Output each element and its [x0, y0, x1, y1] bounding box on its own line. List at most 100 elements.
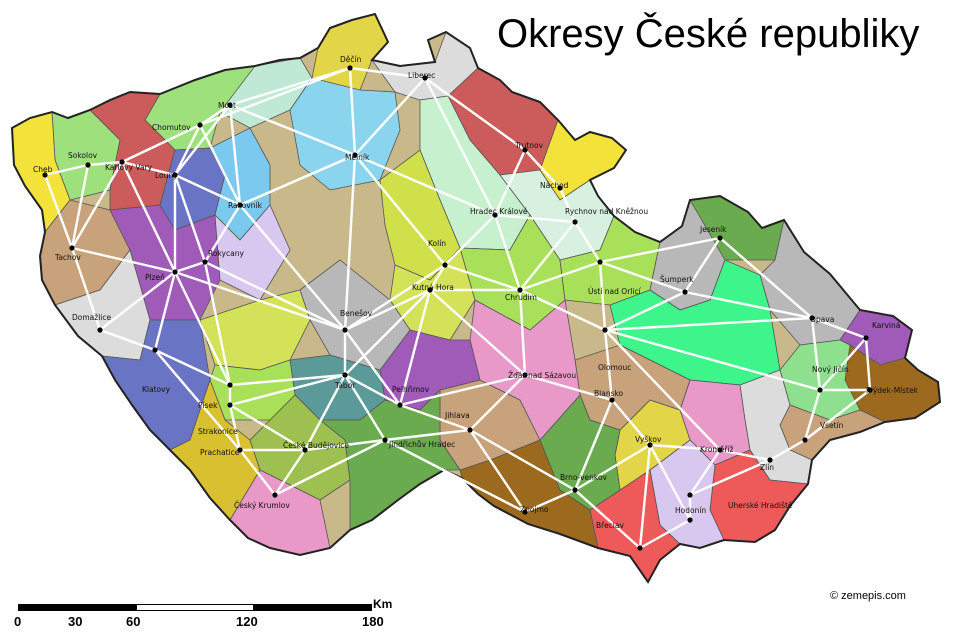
- district-seat-marker: [119, 159, 125, 165]
- district-label: Trutnov: [514, 141, 544, 150]
- district-seat-marker: [427, 287, 433, 293]
- district-seat-marker: [687, 517, 693, 523]
- district-label: Klatovy: [142, 385, 171, 394]
- connection-line: [424, 77, 526, 151]
- district-seat-marker: [422, 75, 428, 81]
- connection-line: [398, 289, 432, 406]
- connection-line: [494, 213, 576, 224]
- connection-line: [344, 329, 401, 406]
- connection-line: [304, 438, 386, 452]
- connection-line: [573, 221, 602, 263]
- district-label: Frýdek-Místek: [866, 386, 919, 395]
- district-label: Rakovník: [228, 201, 263, 210]
- district-seat-marker: [522, 147, 528, 153]
- district-seat-marker: [867, 387, 873, 393]
- connection-line: [469, 428, 576, 492]
- connection-line: [239, 449, 276, 496]
- district-seat-marker: [717, 235, 723, 241]
- district-label: Znojmo: [520, 505, 549, 514]
- district-label: Uherské Hradiště: [728, 501, 793, 510]
- district-label: Tachov: [54, 253, 81, 262]
- connection-line: [70, 164, 90, 249]
- district-label: Opava: [810, 315, 834, 324]
- connection-line: [384, 438, 526, 514]
- connection-line: [558, 187, 577, 223]
- connection-line: [348, 67, 357, 156]
- connection-line: [344, 263, 446, 332]
- connection-line: [518, 289, 527, 376]
- district-seat-marker: [352, 152, 358, 158]
- connection-line: [611, 399, 651, 446]
- district-label: Chomutov: [152, 123, 191, 132]
- connection-line: [344, 373, 401, 407]
- scale-label: 120: [236, 614, 258, 629]
- district-label: Vyškov: [635, 435, 662, 444]
- connection-line: [229, 373, 346, 387]
- connection-line: [519, 221, 576, 291]
- district-label: Kroměříž: [700, 445, 734, 454]
- district-label: Most: [218, 101, 236, 110]
- district-label: Mělník: [345, 153, 370, 162]
- connection-line: [154, 349, 241, 451]
- district-label: Pelhřimov: [392, 385, 430, 394]
- district-seat-marker: [172, 269, 178, 275]
- district-label: Blansko: [594, 389, 624, 398]
- district-label: Karlovy Vary: [105, 163, 153, 172]
- connection-line: [719, 237, 813, 319]
- district-label: Benešov: [340, 309, 373, 318]
- connection-line: [303, 374, 347, 451]
- district-label: Tábor: [334, 381, 356, 390]
- connection-line: [173, 271, 232, 386]
- district-label: Ústí nad Orlicí: [588, 287, 642, 296]
- district-label: Český Krumlov: [234, 501, 290, 510]
- district-connection-network: [43, 66, 872, 550]
- connection-line: [343, 154, 357, 331]
- connection-line: [649, 443, 721, 452]
- district-label: Prachatice: [200, 448, 240, 457]
- connection-line: [229, 403, 306, 452]
- connection-line: [598, 261, 607, 331]
- connection-line: [574, 443, 651, 492]
- district-label: Písek: [198, 401, 218, 410]
- connection-line: [198, 124, 242, 206]
- connection-line: [174, 173, 241, 207]
- connection-line: [274, 449, 306, 496]
- connection-line: [573, 399, 614, 491]
- district-label: Vsetín: [820, 421, 844, 430]
- district-label: Jindřichův Hradec: [388, 440, 455, 449]
- connection-line: [228, 404, 242, 451]
- connection-line: [203, 204, 242, 263]
- connection-line: [199, 104, 231, 126]
- scale-bar: Km 0 30 60 120 180: [14, 597, 392, 636]
- district-seat-marker: [609, 397, 615, 403]
- connection-line: [229, 373, 346, 407]
- district-seat-marker: [572, 487, 578, 493]
- connection-line: [428, 264, 447, 291]
- district-label: Domažlice: [72, 313, 111, 322]
- connection-line: [519, 288, 606, 332]
- connection-line: [173, 124, 202, 176]
- connection-line: [344, 288, 431, 332]
- connection-line: [493, 149, 527, 216]
- connection-line: [44, 163, 89, 177]
- connection-line: [648, 444, 692, 521]
- connection-line: [444, 214, 496, 266]
- connection-line: [349, 66, 426, 80]
- scale-segment-0: [18, 604, 136, 611]
- connection-line: [519, 260, 601, 292]
- district-label: Rokycany: [208, 249, 244, 258]
- connection-line: [604, 290, 686, 332]
- connection-line: [804, 389, 871, 441]
- connection-line: [204, 260, 346, 332]
- connection-line: [689, 449, 721, 496]
- district-seat-marker: [492, 212, 498, 218]
- scale-label: 30: [68, 614, 83, 629]
- district-seat-marker: [197, 122, 203, 128]
- connection-line: [228, 104, 242, 206]
- district-label: Jeseník: [699, 225, 727, 234]
- connection-line: [229, 103, 356, 157]
- district-label: Strakonice: [198, 427, 238, 436]
- district-label: Břeclav: [596, 521, 624, 530]
- district-label: Šumperk: [660, 275, 694, 284]
- district-seat-marker: [522, 509, 528, 515]
